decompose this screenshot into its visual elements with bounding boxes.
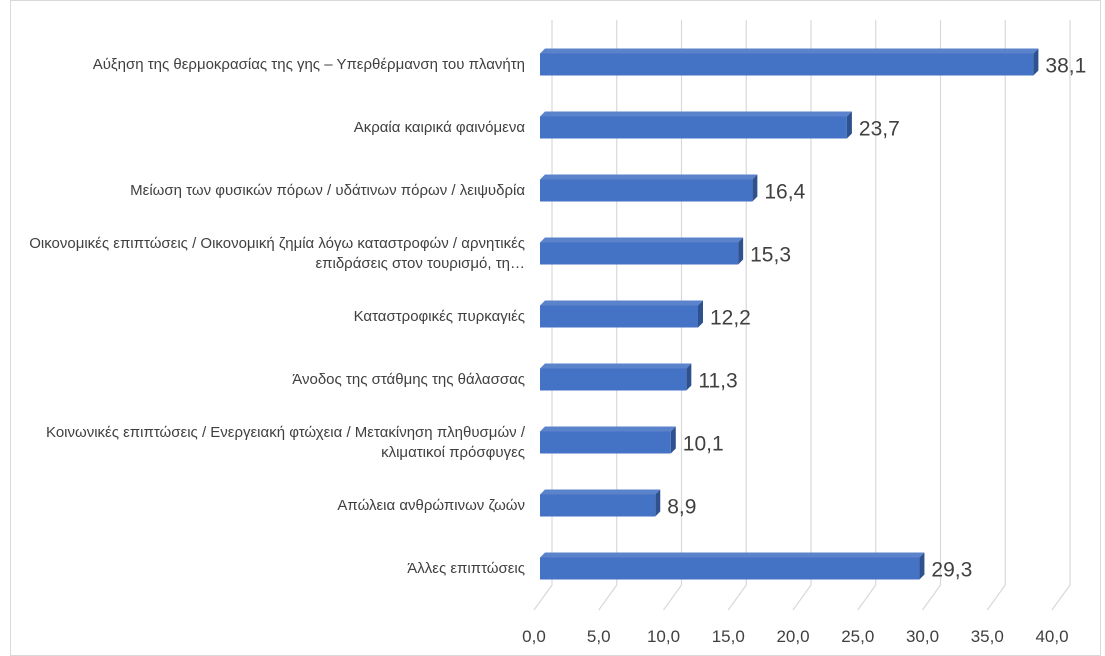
bar-side (846, 111, 852, 139)
grid-line (792, 20, 812, 611)
category-label: Ακραία καιρικά φαινόμενα (353, 118, 525, 136)
bar-top (540, 426, 676, 432)
bar (540, 53, 1034, 76)
x-tick-label: 35,0 (971, 627, 1004, 646)
bar (540, 116, 847, 139)
bar-top (540, 111, 852, 117)
x-tick-label: 40,0 (1035, 627, 1068, 646)
bar-side (697, 300, 703, 328)
bar-top (540, 552, 925, 558)
bar-top (540, 489, 661, 495)
bar-side (738, 237, 744, 265)
grid-line (857, 20, 877, 611)
category-label: Κοινωνικές επιπτώσεις / Ενεργειακή φτώχε… (46, 423, 525, 461)
value-label: 38,1 (1045, 55, 1086, 78)
bar (540, 179, 753, 202)
grid-line (1051, 20, 1071, 611)
value-label: 8,9 (667, 496, 696, 519)
x-tick-label: 0,0 (522, 627, 546, 646)
grid-line (922, 20, 942, 611)
category-label: Αύξηση της θερμοκρασίας της γης – Υπερθέ… (92, 55, 525, 73)
x-tick-label: 10,0 (647, 627, 680, 646)
bar-top (540, 174, 758, 180)
category-label: Οικονομικές επιπτώσεις / Οικονομική ζημί… (29, 234, 525, 272)
bar (540, 368, 687, 391)
bar-top (540, 363, 692, 369)
category-label: Μείωση των φυσικών πόρων / υδάτινων πόρω… (130, 181, 525, 199)
value-label: 16,4 (764, 181, 805, 204)
x-tick-label: 30,0 (906, 627, 939, 646)
grid-line (986, 20, 1006, 611)
bar-top (540, 300, 703, 306)
bar-side (655, 489, 661, 517)
bar-side (686, 363, 692, 391)
bar (540, 242, 739, 265)
grid-line (598, 20, 618, 611)
category-label: Καταστροφικές πυρκαγιές (353, 307, 525, 325)
bar-side (919, 552, 925, 580)
x-tick-label: 15,0 (712, 627, 745, 646)
value-label: 23,7 (859, 118, 900, 141)
x-tick-label: 20,0 (776, 627, 809, 646)
bar-side (752, 174, 758, 202)
value-label: 11,3 (698, 370, 737, 393)
x-tick-label: 25,0 (841, 627, 874, 646)
bar (540, 557, 920, 580)
x-tick-label: 5,0 (587, 627, 611, 646)
value-label: 12,2 (710, 307, 751, 330)
category-label: Απώλεια ανθρώπινων ζωών (337, 496, 525, 514)
grid-line (533, 20, 553, 611)
bar-side (670, 426, 676, 454)
value-label: 15,3 (750, 244, 791, 267)
category-label: Άλλες επιπτώσεις (407, 559, 525, 577)
bar-top (540, 237, 744, 243)
bar (540, 494, 656, 517)
bar-side (1033, 48, 1039, 76)
grid-line (727, 20, 747, 611)
value-label: 10,1 (683, 433, 724, 456)
grid-line (663, 20, 683, 611)
bar (540, 431, 671, 454)
bar (540, 305, 698, 328)
value-label: 29,3 (931, 559, 972, 582)
category-label: Άνοδος της στάθμης της θάλασσας (292, 370, 525, 388)
bar-top (540, 48, 1039, 54)
